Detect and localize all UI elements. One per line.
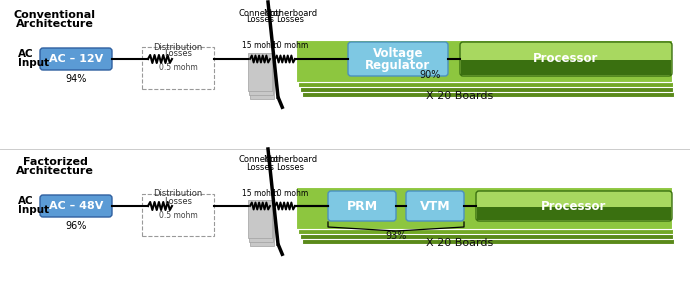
Bar <box>298 45 673 87</box>
Text: 96%: 96% <box>66 221 87 231</box>
FancyBboxPatch shape <box>328 191 396 221</box>
Bar <box>296 40 672 82</box>
Bar <box>477 206 671 220</box>
Text: AC – 48V: AC – 48V <box>49 201 104 211</box>
Text: 0.5 mohm: 0.5 mohm <box>159 64 197 72</box>
Text: Architecture: Architecture <box>16 166 94 176</box>
Text: Processor: Processor <box>542 200 607 212</box>
Bar <box>248 53 272 91</box>
Text: Processor: Processor <box>533 53 599 66</box>
Text: X 20 Boards: X 20 Boards <box>426 238 493 248</box>
Text: Conventional: Conventional <box>14 10 96 20</box>
Text: 10 mohm: 10 mohm <box>272 189 308 198</box>
Text: 90%: 90% <box>420 70 441 80</box>
Text: Connector: Connector <box>238 156 282 165</box>
Text: Losses: Losses <box>276 15 304 24</box>
Text: Losses: Losses <box>164 50 192 59</box>
Text: Input: Input <box>18 205 49 215</box>
Text: Voltage: Voltage <box>373 47 423 59</box>
Bar <box>300 50 673 92</box>
Text: 94%: 94% <box>66 74 87 84</box>
Text: Distribution: Distribution <box>153 189 203 198</box>
Bar <box>249 209 273 242</box>
FancyBboxPatch shape <box>460 42 672 76</box>
Text: Motherboard: Motherboard <box>263 9 317 18</box>
Bar <box>302 202 673 244</box>
Text: Factorized: Factorized <box>23 157 88 167</box>
Text: 93%: 93% <box>385 231 406 241</box>
Bar <box>142 47 214 89</box>
Text: AC: AC <box>18 196 34 206</box>
Bar <box>249 62 273 95</box>
Text: 0.5 mohm: 0.5 mohm <box>159 211 197 219</box>
Text: Losses: Losses <box>276 162 304 171</box>
Text: Architecture: Architecture <box>16 19 94 29</box>
FancyBboxPatch shape <box>40 48 112 70</box>
Bar <box>300 197 673 239</box>
Text: Distribution: Distribution <box>153 42 203 51</box>
Bar <box>142 194 214 236</box>
Text: Losses: Losses <box>246 162 274 171</box>
Text: Connector: Connector <box>238 9 282 18</box>
Text: AC – 12V: AC – 12V <box>49 54 103 64</box>
Text: Regulator: Regulator <box>366 59 431 72</box>
Text: 15 mohm: 15 mohm <box>242 42 278 50</box>
Text: Input: Input <box>18 58 49 68</box>
Bar <box>296 187 672 229</box>
Text: 15 mohm: 15 mohm <box>242 189 278 198</box>
Bar <box>296 187 672 229</box>
FancyBboxPatch shape <box>406 191 464 221</box>
FancyBboxPatch shape <box>348 42 448 76</box>
Text: X 20 Boards: X 20 Boards <box>426 91 493 101</box>
Text: 10 mohm: 10 mohm <box>272 42 308 50</box>
Text: AC: AC <box>18 49 34 59</box>
Bar <box>296 40 672 82</box>
Text: Motherboard: Motherboard <box>263 156 317 165</box>
Bar <box>248 200 272 238</box>
Bar <box>250 71 274 99</box>
Text: PRM: PRM <box>346 200 377 212</box>
Text: Losses: Losses <box>246 15 274 24</box>
Text: VTM: VTM <box>420 200 451 212</box>
Bar <box>461 60 671 75</box>
FancyBboxPatch shape <box>476 191 672 221</box>
Bar <box>250 218 274 246</box>
Bar <box>298 192 673 234</box>
Text: Losses: Losses <box>164 197 192 206</box>
FancyBboxPatch shape <box>40 195 112 217</box>
Bar <box>302 55 673 97</box>
